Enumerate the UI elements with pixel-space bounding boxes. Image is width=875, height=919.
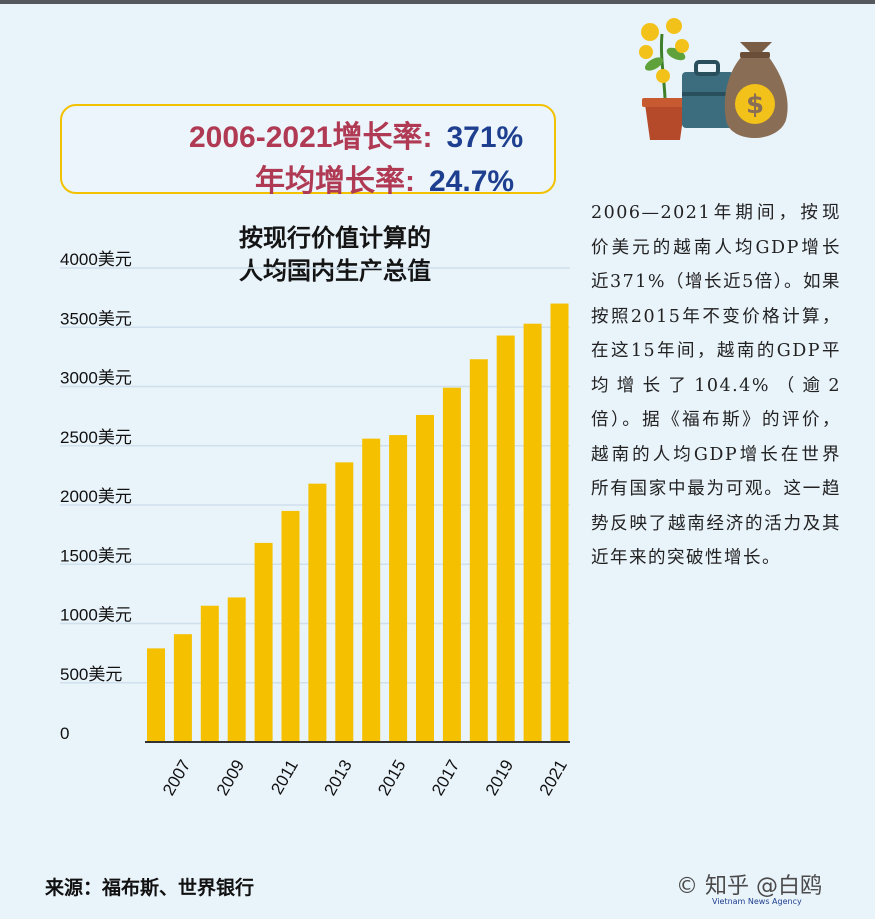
- annual-growth-value: 24.7%: [429, 165, 515, 198]
- chart-title: 按现行价值计算的 人均国内生产总值: [180, 222, 490, 288]
- y-tick-label: 2000美元: [60, 487, 132, 506]
- agency-label: Vietnam News Agency: [712, 897, 802, 906]
- y-tick-label: 0: [60, 724, 69, 743]
- watermark: © 知乎 @白鸥: [676, 874, 822, 899]
- bar-2012: [308, 483, 327, 742]
- bar-2019: [496, 335, 515, 742]
- bar-2016: [416, 414, 434, 742]
- bar-2017: [442, 387, 461, 742]
- annual-growth-row: 年均增长率: 24.7%: [255, 156, 514, 200]
- growth-rate-box: 2006-2021增长率: 371% 年均增长率: 24.7%: [60, 104, 556, 198]
- source-note: 来源：福布斯、世界银行: [45, 877, 255, 899]
- x-tick-label: 2021: [536, 757, 571, 799]
- chart-title-line-1: 按现行价值计算的: [239, 225, 431, 252]
- bar-2020: [523, 323, 542, 742]
- svg-text:$: $: [746, 90, 764, 120]
- top-border: [0, 0, 875, 4]
- y-tick-label: 4000美元: [60, 250, 132, 269]
- x-tick-label: 2019: [482, 757, 517, 799]
- money-illustration: $: [639, 18, 788, 140]
- total-growth-label: 2006-2021增长率:: [189, 121, 433, 154]
- x-tick-label: 2015: [374, 757, 409, 799]
- bar-2018: [469, 359, 488, 742]
- bar-2011: [281, 510, 300, 742]
- bar-2009: [227, 597, 246, 742]
- bar-2021: [550, 303, 569, 742]
- x-tick-label: 2011: [267, 757, 302, 798]
- bar-2006: [147, 648, 165, 742]
- x-tick-label: 2017: [428, 757, 463, 799]
- y-tick-label: 1000美元: [60, 606, 132, 625]
- bar-2015: [389, 435, 408, 742]
- bar-2007: [173, 634, 192, 742]
- y-tick-label: 3000美元: [60, 369, 132, 388]
- y-tick-label: 1500美元: [60, 546, 132, 565]
- briefcase-icon: [682, 60, 734, 128]
- y-tick-label: 3500美元: [60, 309, 132, 328]
- bar-2008: [200, 605, 219, 742]
- total-growth-row: 2006-2021增长率: 371%: [189, 112, 523, 156]
- gdp-bar-chart: 0 500美元 1000美元 1500美元 2000美元 2500美元 3000美元 3500…: [60, 250, 571, 799]
- x-tick-label: 2009: [213, 757, 248, 799]
- annual-growth-label: 年均增长率:: [255, 165, 415, 198]
- bar-2010: [254, 542, 273, 742]
- coin-plant-icon: [639, 18, 689, 140]
- y-tick-label: 2500美元: [60, 428, 132, 447]
- x-tick-label: 2007: [159, 757, 194, 799]
- money-bag-icon: $: [724, 42, 788, 138]
- total-growth-value: 371%: [446, 121, 524, 154]
- description-text: 2006—2021年期间，按现价美元的越南人均GDP增长近371%（增长近5倍）…: [591, 203, 841, 568]
- chart-title-line-2: 人均国内生产总值: [239, 258, 431, 285]
- y-tick-label: 500美元: [60, 665, 122, 684]
- bar-2014: [362, 438, 381, 742]
- x-tick-label: 2013: [320, 757, 355, 799]
- bar-2013: [335, 462, 354, 742]
